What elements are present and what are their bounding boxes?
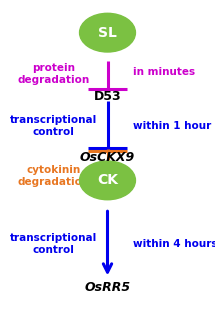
Text: transcriptional
control: transcriptional control — [10, 233, 97, 255]
Text: cytokinin
degradation: cytokinin degradation — [18, 165, 90, 187]
Text: CK: CK — [97, 173, 118, 188]
Ellipse shape — [80, 161, 135, 200]
Text: within 4 hours: within 4 hours — [133, 239, 215, 249]
Text: OsCKX9: OsCKX9 — [80, 151, 135, 164]
Text: transcriptional
control: transcriptional control — [10, 115, 97, 137]
Text: within 1 hour: within 1 hour — [133, 121, 212, 131]
Text: SL: SL — [98, 26, 117, 40]
Text: protein
degradation: protein degradation — [18, 63, 90, 85]
Text: OsRR5: OsRR5 — [84, 281, 131, 294]
Text: D53: D53 — [94, 90, 121, 103]
Text: in minutes: in minutes — [133, 67, 195, 77]
Ellipse shape — [80, 13, 135, 52]
